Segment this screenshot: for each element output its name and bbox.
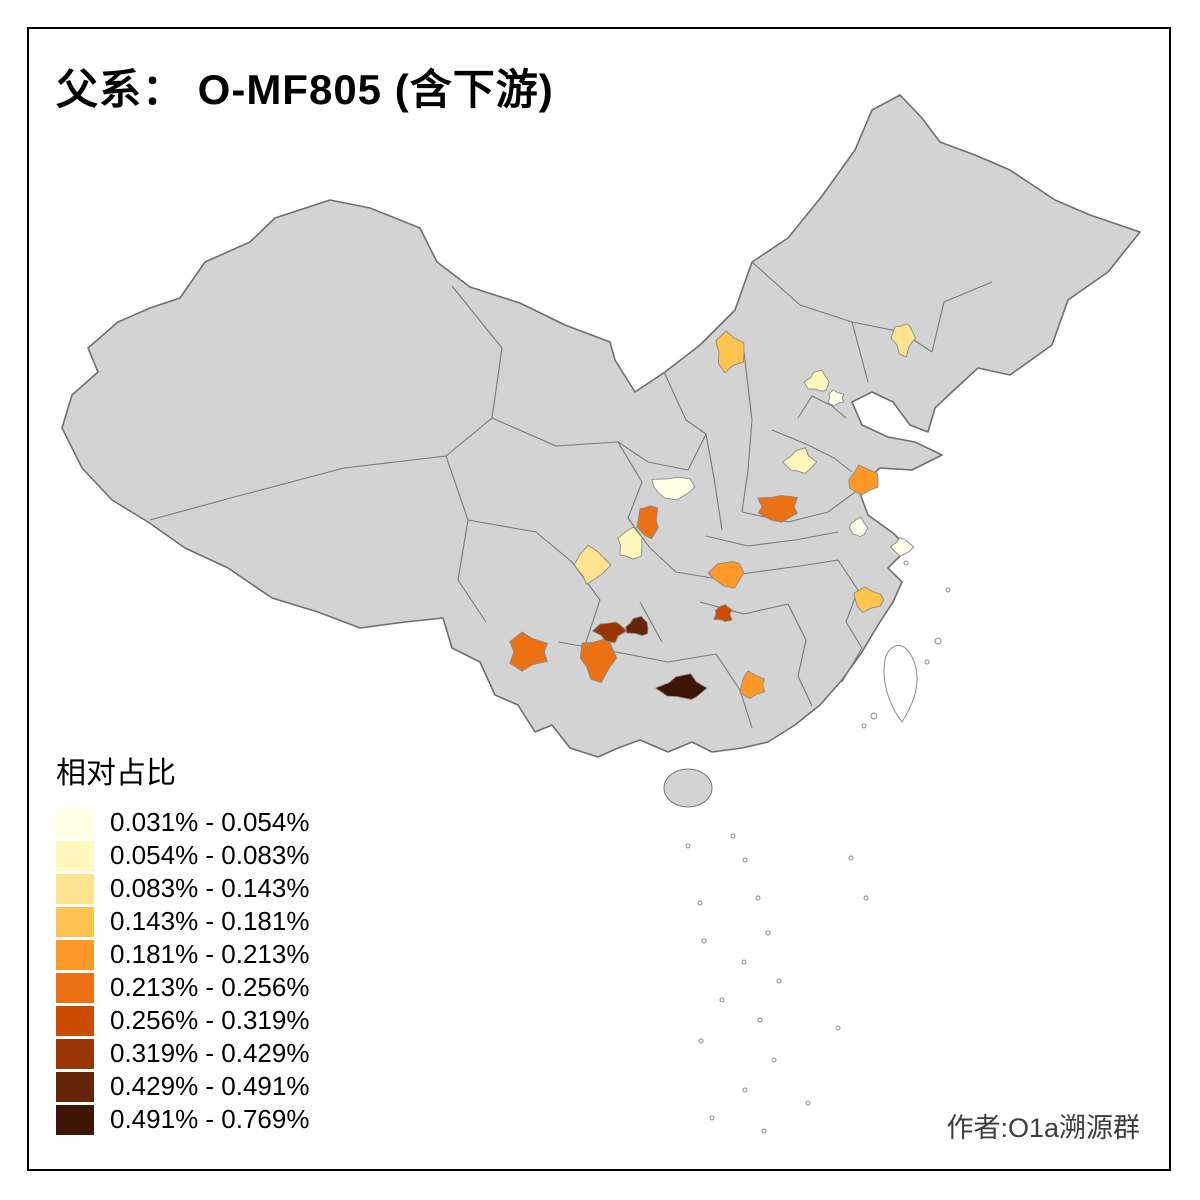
map-region-highlight	[579, 639, 618, 683]
map-region-highlight	[890, 323, 917, 358]
map-region-highlight	[625, 615, 649, 637]
map-region-highlight	[757, 494, 798, 523]
map-region-highlight	[803, 369, 830, 392]
legend: 相对占比 0.031% - 0.054% 0.054% - 0.083% 0.0…	[56, 748, 309, 1136]
plot-frame	[27, 27, 1171, 1171]
legend-row: 0.256% - 0.319%	[56, 1004, 309, 1037]
map-region-highlight	[715, 330, 745, 374]
legend-swatch	[56, 906, 94, 937]
map-region-highlight	[651, 476, 696, 501]
legend-items: 0.031% - 0.054% 0.054% - 0.083% 0.083% -…	[56, 806, 309, 1136]
legend-swatch	[56, 1104, 94, 1135]
legend-label: 0.031% - 0.054%	[110, 807, 310, 837]
legend-row: 0.181% - 0.213%	[56, 938, 309, 971]
map-region-highlight	[781, 447, 818, 474]
map-region-highlight	[509, 631, 548, 672]
legend-label: 0.083% - 0.143%	[110, 873, 310, 903]
legend-row: 0.213% - 0.256%	[56, 971, 309, 1004]
map-region-highlight	[592, 621, 628, 644]
hainan-island	[663, 768, 713, 808]
page-title: 父系： O-MF805 (含下游)	[56, 66, 554, 113]
map-region-highlight	[636, 505, 659, 540]
map-region-highlight	[655, 673, 708, 700]
legend-swatch	[56, 939, 94, 970]
legend-swatch	[56, 873, 94, 904]
legend-label: 0.054% - 0.083%	[110, 840, 310, 870]
small-islands	[685, 560, 951, 1134]
legend-label: 0.491% - 0.769%	[110, 1104, 310, 1134]
map-region-highlight	[713, 604, 733, 623]
legend-row: 0.143% - 0.181%	[56, 905, 309, 938]
legend-title: 相对占比	[56, 757, 176, 790]
legend-swatch	[56, 807, 94, 838]
legend-label: 0.143% - 0.181%	[110, 906, 310, 936]
legend-row: 0.429% - 0.491%	[56, 1070, 309, 1103]
legend-label: 0.256% - 0.319%	[110, 1005, 310, 1035]
map-region-highlight	[849, 516, 869, 537]
legend-label: 0.429% - 0.491%	[110, 1071, 310, 1101]
map-region-highlight	[853, 586, 885, 613]
highlighted-regions	[509, 323, 917, 700]
legend-swatch	[56, 1038, 94, 1069]
map-region-highlight	[707, 561, 745, 589]
legend-row: 0.319% - 0.429%	[56, 1037, 309, 1070]
legend-swatch	[56, 972, 94, 1003]
map-region-highlight	[617, 526, 643, 560]
legend-label: 0.213% - 0.256%	[110, 972, 310, 1002]
map-region-highlight	[739, 670, 766, 700]
legend-row: 0.031% - 0.054%	[56, 806, 309, 839]
legend-swatch	[56, 1005, 94, 1036]
islands	[663, 560, 951, 1134]
map-region-highlight	[890, 537, 915, 557]
legend-label: 0.181% - 0.213%	[110, 939, 310, 969]
taiwan-island	[883, 645, 918, 723]
legend-label: 0.319% - 0.429%	[110, 1038, 310, 1068]
legend-row: 0.083% - 0.143%	[56, 872, 309, 905]
map-region-highlight	[848, 464, 879, 496]
map-region-highlight	[573, 544, 612, 585]
legend-swatch	[56, 840, 94, 871]
map-region-highlight	[827, 389, 845, 407]
legend-row: 0.491% - 0.769%	[56, 1103, 309, 1136]
legend-row: 0.054% - 0.083%	[56, 839, 309, 872]
attribution: 作者:O1a溯源群	[946, 1113, 1140, 1143]
legend-swatch	[56, 1071, 94, 1102]
